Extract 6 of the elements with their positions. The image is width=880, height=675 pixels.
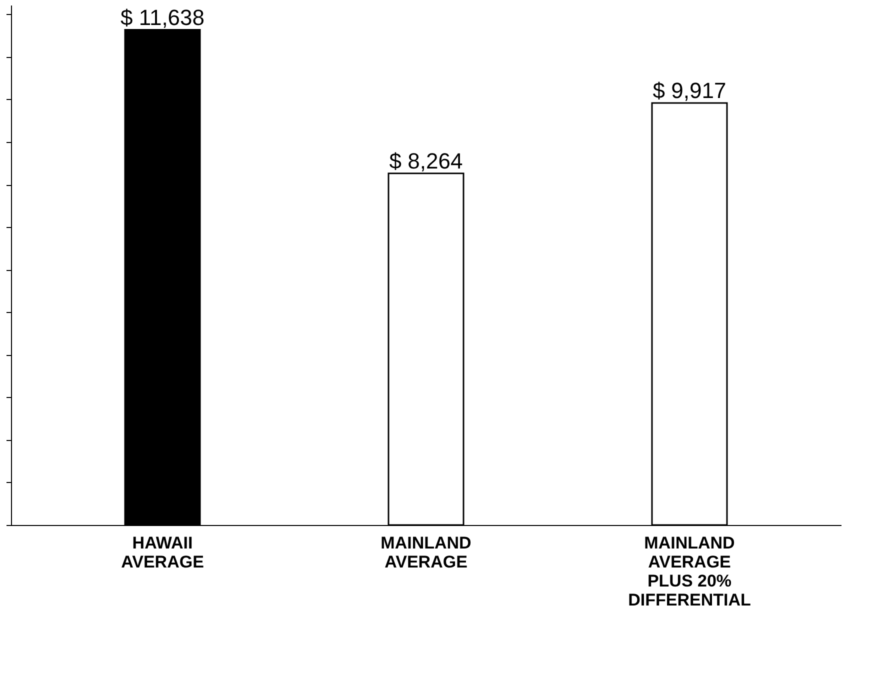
- data-label: $ 11,638: [120, 4, 205, 30]
- x-tick-label: MAINLAND AVERAGE PLUS 20% DIFFERENTIAL: [628, 534, 751, 610]
- data-label: $ 8,264: [389, 148, 463, 174]
- x-tick-label: HAWAII AVERAGE: [121, 534, 204, 572]
- x-tick-label: MAINLAND AVERAGE: [380, 534, 472, 572]
- data-label: $ 9,917: [652, 78, 726, 103]
